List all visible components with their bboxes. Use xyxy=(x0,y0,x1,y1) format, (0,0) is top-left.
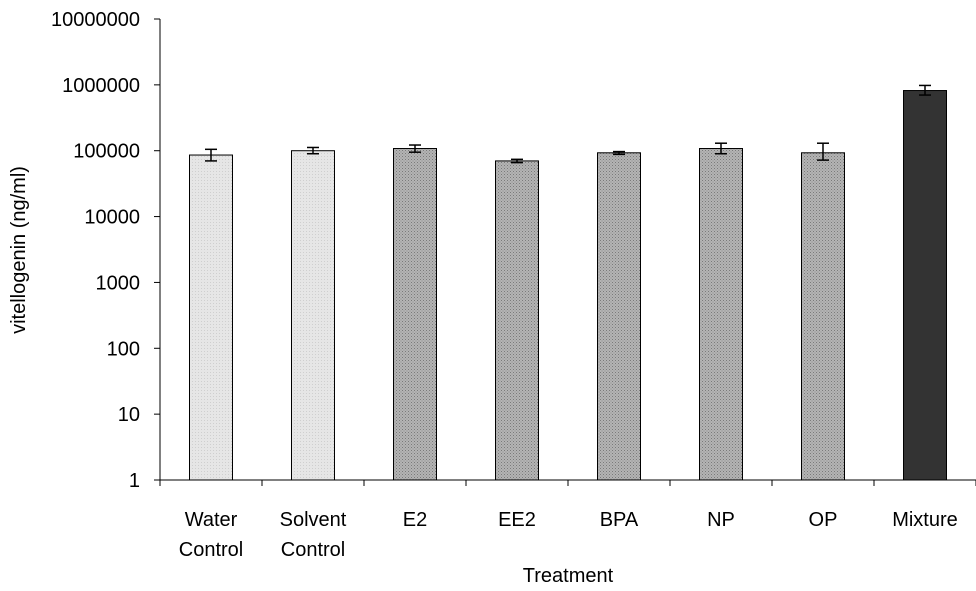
y-tick-label: 1000 xyxy=(96,272,141,294)
x-tick-label: Solvent xyxy=(280,509,347,531)
x-tick-label: Control xyxy=(281,539,345,561)
y-tick-label: 10 xyxy=(118,404,140,426)
y-axis-title: vitellogenin (ng/ml) xyxy=(8,166,30,334)
x-tick-label: Control xyxy=(179,539,243,561)
bar xyxy=(597,152,641,481)
x-tick-label: NP xyxy=(707,509,735,531)
y-tick-label: 10000000 xyxy=(51,9,140,31)
bar xyxy=(495,160,539,481)
bar xyxy=(189,154,233,481)
plot-area: 1 10 100 1000 10000 100000 1000000 10000000 Wate… xyxy=(51,9,976,561)
y-tick-label: 100000 xyxy=(73,141,140,163)
y-tick-label: 1000000 xyxy=(62,75,140,97)
x-tick-label: EE2 xyxy=(498,509,536,531)
y-tick-label: 1 xyxy=(129,470,140,492)
x-tick-label: E2 xyxy=(403,509,427,531)
bar xyxy=(393,148,437,481)
x-tick-label: OP xyxy=(809,509,838,531)
y-tick-label: 10000 xyxy=(84,207,140,229)
y-tick-label: 100 xyxy=(107,338,140,360)
bar xyxy=(699,148,743,481)
x-tick-label: Water xyxy=(185,509,238,531)
x-tick-label: BPA xyxy=(600,509,639,531)
bar xyxy=(291,150,335,481)
x-tick-label: Mixture xyxy=(892,509,958,531)
bar xyxy=(801,152,845,481)
bar xyxy=(903,90,947,481)
x-axis-title: Treatment xyxy=(523,565,614,587)
